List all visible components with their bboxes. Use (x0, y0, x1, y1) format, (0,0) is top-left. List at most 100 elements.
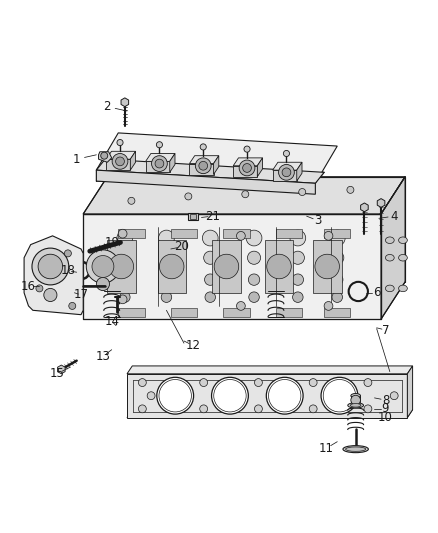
Circle shape (195, 158, 211, 174)
Circle shape (161, 274, 172, 285)
Polygon shape (171, 308, 197, 317)
Polygon shape (106, 159, 131, 170)
Circle shape (101, 152, 108, 159)
Text: 2: 2 (103, 100, 111, 113)
Polygon shape (377, 199, 385, 207)
Polygon shape (118, 308, 145, 317)
Polygon shape (189, 156, 219, 164)
Polygon shape (360, 203, 368, 212)
Text: 12: 12 (185, 339, 200, 352)
Circle shape (92, 255, 114, 278)
Circle shape (86, 250, 120, 283)
Circle shape (138, 378, 146, 386)
Circle shape (119, 274, 131, 285)
Circle shape (205, 292, 215, 302)
FancyBboxPatch shape (188, 213, 198, 220)
Polygon shape (265, 240, 293, 293)
Circle shape (69, 302, 76, 310)
Ellipse shape (350, 403, 361, 407)
Text: 9: 9 (381, 402, 389, 415)
Circle shape (117, 230, 133, 246)
Circle shape (116, 157, 124, 166)
Text: 4: 4 (390, 209, 398, 223)
Ellipse shape (343, 446, 368, 453)
Text: 21: 21 (205, 209, 220, 223)
Circle shape (242, 191, 249, 198)
Circle shape (309, 378, 317, 386)
Circle shape (237, 231, 245, 240)
Polygon shape (145, 161, 170, 172)
Circle shape (390, 392, 398, 400)
Circle shape (347, 187, 354, 193)
Polygon shape (223, 308, 250, 317)
Polygon shape (158, 240, 186, 293)
Polygon shape (233, 166, 257, 177)
Circle shape (64, 250, 71, 257)
Circle shape (248, 274, 260, 285)
Circle shape (249, 292, 259, 302)
Circle shape (332, 274, 343, 285)
Ellipse shape (385, 237, 394, 244)
Circle shape (254, 405, 262, 413)
Circle shape (159, 230, 174, 246)
Polygon shape (106, 151, 136, 159)
Polygon shape (107, 240, 136, 293)
Text: 3: 3 (314, 214, 321, 227)
Polygon shape (276, 308, 302, 317)
Circle shape (309, 405, 317, 413)
Ellipse shape (399, 237, 407, 244)
Text: 14: 14 (104, 315, 119, 328)
Circle shape (155, 159, 164, 168)
Circle shape (96, 278, 110, 290)
Circle shape (118, 251, 131, 264)
Circle shape (243, 164, 251, 172)
FancyBboxPatch shape (190, 214, 196, 219)
Circle shape (205, 274, 216, 285)
Text: 11: 11 (319, 442, 334, 455)
Circle shape (204, 251, 217, 264)
Polygon shape (96, 159, 324, 183)
Polygon shape (272, 162, 302, 170)
Circle shape (237, 302, 245, 310)
Circle shape (202, 230, 218, 246)
Polygon shape (83, 177, 405, 214)
Circle shape (109, 254, 134, 279)
Circle shape (290, 230, 306, 246)
Ellipse shape (399, 254, 407, 261)
Circle shape (118, 229, 127, 238)
Text: 19: 19 (104, 236, 119, 249)
Circle shape (36, 285, 43, 292)
Circle shape (93, 257, 113, 276)
Circle shape (321, 377, 358, 414)
Circle shape (199, 161, 208, 170)
Circle shape (283, 150, 290, 157)
Circle shape (159, 254, 184, 279)
Circle shape (332, 292, 343, 302)
Polygon shape (127, 374, 407, 418)
Polygon shape (171, 229, 197, 238)
Circle shape (118, 295, 127, 304)
Circle shape (299, 189, 306, 196)
Circle shape (331, 251, 344, 264)
Circle shape (282, 168, 291, 177)
Polygon shape (233, 158, 263, 166)
Circle shape (44, 288, 57, 302)
Circle shape (147, 392, 155, 400)
Text: 8: 8 (382, 393, 389, 407)
Circle shape (247, 251, 261, 264)
Polygon shape (297, 162, 302, 181)
Polygon shape (324, 308, 350, 317)
Polygon shape (189, 164, 214, 174)
Circle shape (38, 254, 63, 279)
Text: 15: 15 (49, 367, 64, 381)
Text: 18: 18 (60, 264, 75, 277)
Circle shape (279, 165, 294, 180)
Circle shape (157, 377, 194, 414)
Text: 20: 20 (174, 240, 189, 253)
Text: 1: 1 (73, 152, 81, 166)
Polygon shape (313, 240, 342, 293)
Polygon shape (407, 366, 413, 418)
Circle shape (364, 378, 372, 386)
Circle shape (160, 251, 173, 264)
Circle shape (200, 405, 208, 413)
